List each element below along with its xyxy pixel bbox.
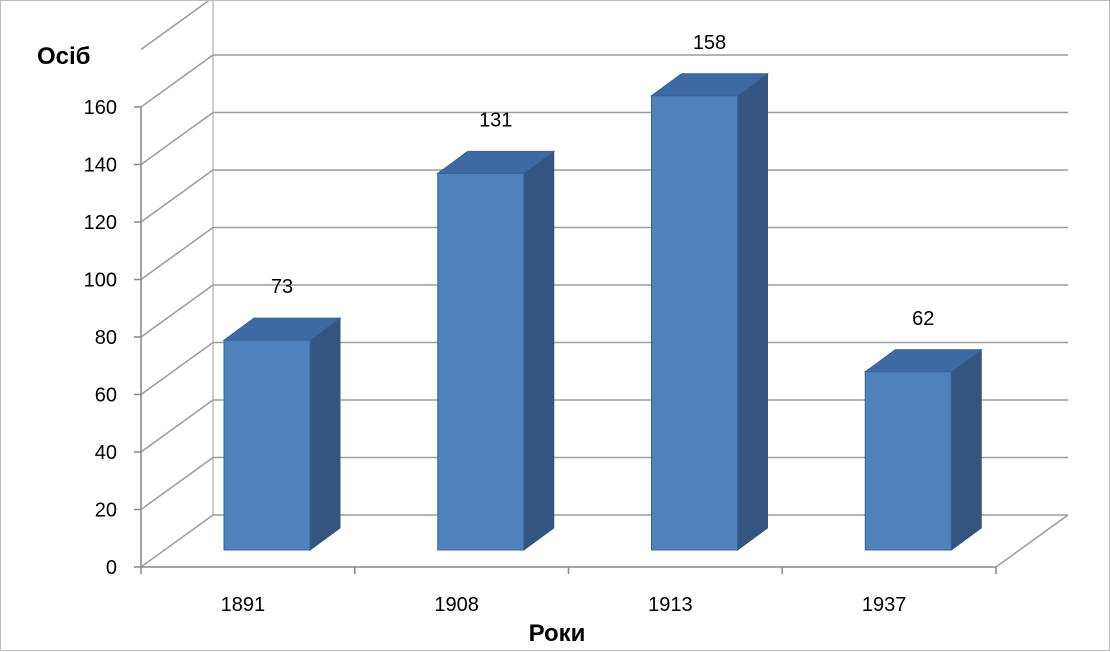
x-axis-title: Роки xyxy=(529,620,586,647)
data-label: 62 xyxy=(912,308,934,330)
bar-side-face xyxy=(737,72,768,551)
bar-front-face xyxy=(864,371,952,551)
x-tick-label: 1913 xyxy=(648,594,693,616)
gridlines xyxy=(140,54,1068,568)
y-tick-label: 80 xyxy=(95,327,117,349)
bar-front-face xyxy=(437,172,525,551)
bars xyxy=(222,72,983,551)
bar-front-face xyxy=(651,95,738,551)
y-tick-label: 0 xyxy=(106,557,117,579)
side-gridline xyxy=(140,456,214,511)
floor-right-edge xyxy=(995,514,1069,568)
bar-side-face xyxy=(523,150,555,551)
side-gridline xyxy=(140,169,214,223)
y-axis-title: Осіб xyxy=(37,43,91,70)
y-tick-label: 40 xyxy=(95,442,117,464)
y-tick-labels: 0 20 40 60 80 100 120 140 160 xyxy=(84,97,117,579)
x-tick-label: 1937 xyxy=(862,594,907,616)
bar xyxy=(436,150,556,551)
y-tick-label: 100 xyxy=(84,270,117,292)
data-label: 73 xyxy=(271,276,293,298)
x-tick-label: 1908 xyxy=(434,594,479,616)
y-tick-label: 120 xyxy=(84,212,117,234)
x-tick-label: 1891 xyxy=(221,594,266,616)
side-gridline xyxy=(140,111,214,166)
axes xyxy=(134,106,997,574)
bar-side-face xyxy=(309,317,341,551)
side-gridline xyxy=(140,514,214,568)
data-labels: 73 131 158 62 xyxy=(271,32,935,330)
side-gridline xyxy=(140,54,214,108)
y-tick-label: 160 xyxy=(84,97,117,119)
side-gridline xyxy=(140,341,214,396)
chart-walls xyxy=(140,1,1069,568)
bar xyxy=(649,72,770,551)
x-tick-labels: 1891 1908 1913 1937 xyxy=(221,594,907,616)
bar-side-face xyxy=(950,348,982,551)
bar xyxy=(863,348,983,551)
data-label: 158 xyxy=(693,32,726,54)
side-gridline xyxy=(140,284,214,338)
bar xyxy=(222,317,342,551)
data-label: 131 xyxy=(479,109,512,131)
side-gridline xyxy=(140,399,214,453)
side-wall-top-edge xyxy=(140,1,210,51)
y-tick-label: 20 xyxy=(95,500,117,522)
bar-front-face xyxy=(223,339,311,551)
y-tick-label: 140 xyxy=(84,155,117,177)
y-tick-label: 60 xyxy=(95,385,117,407)
side-gridline xyxy=(140,226,214,281)
